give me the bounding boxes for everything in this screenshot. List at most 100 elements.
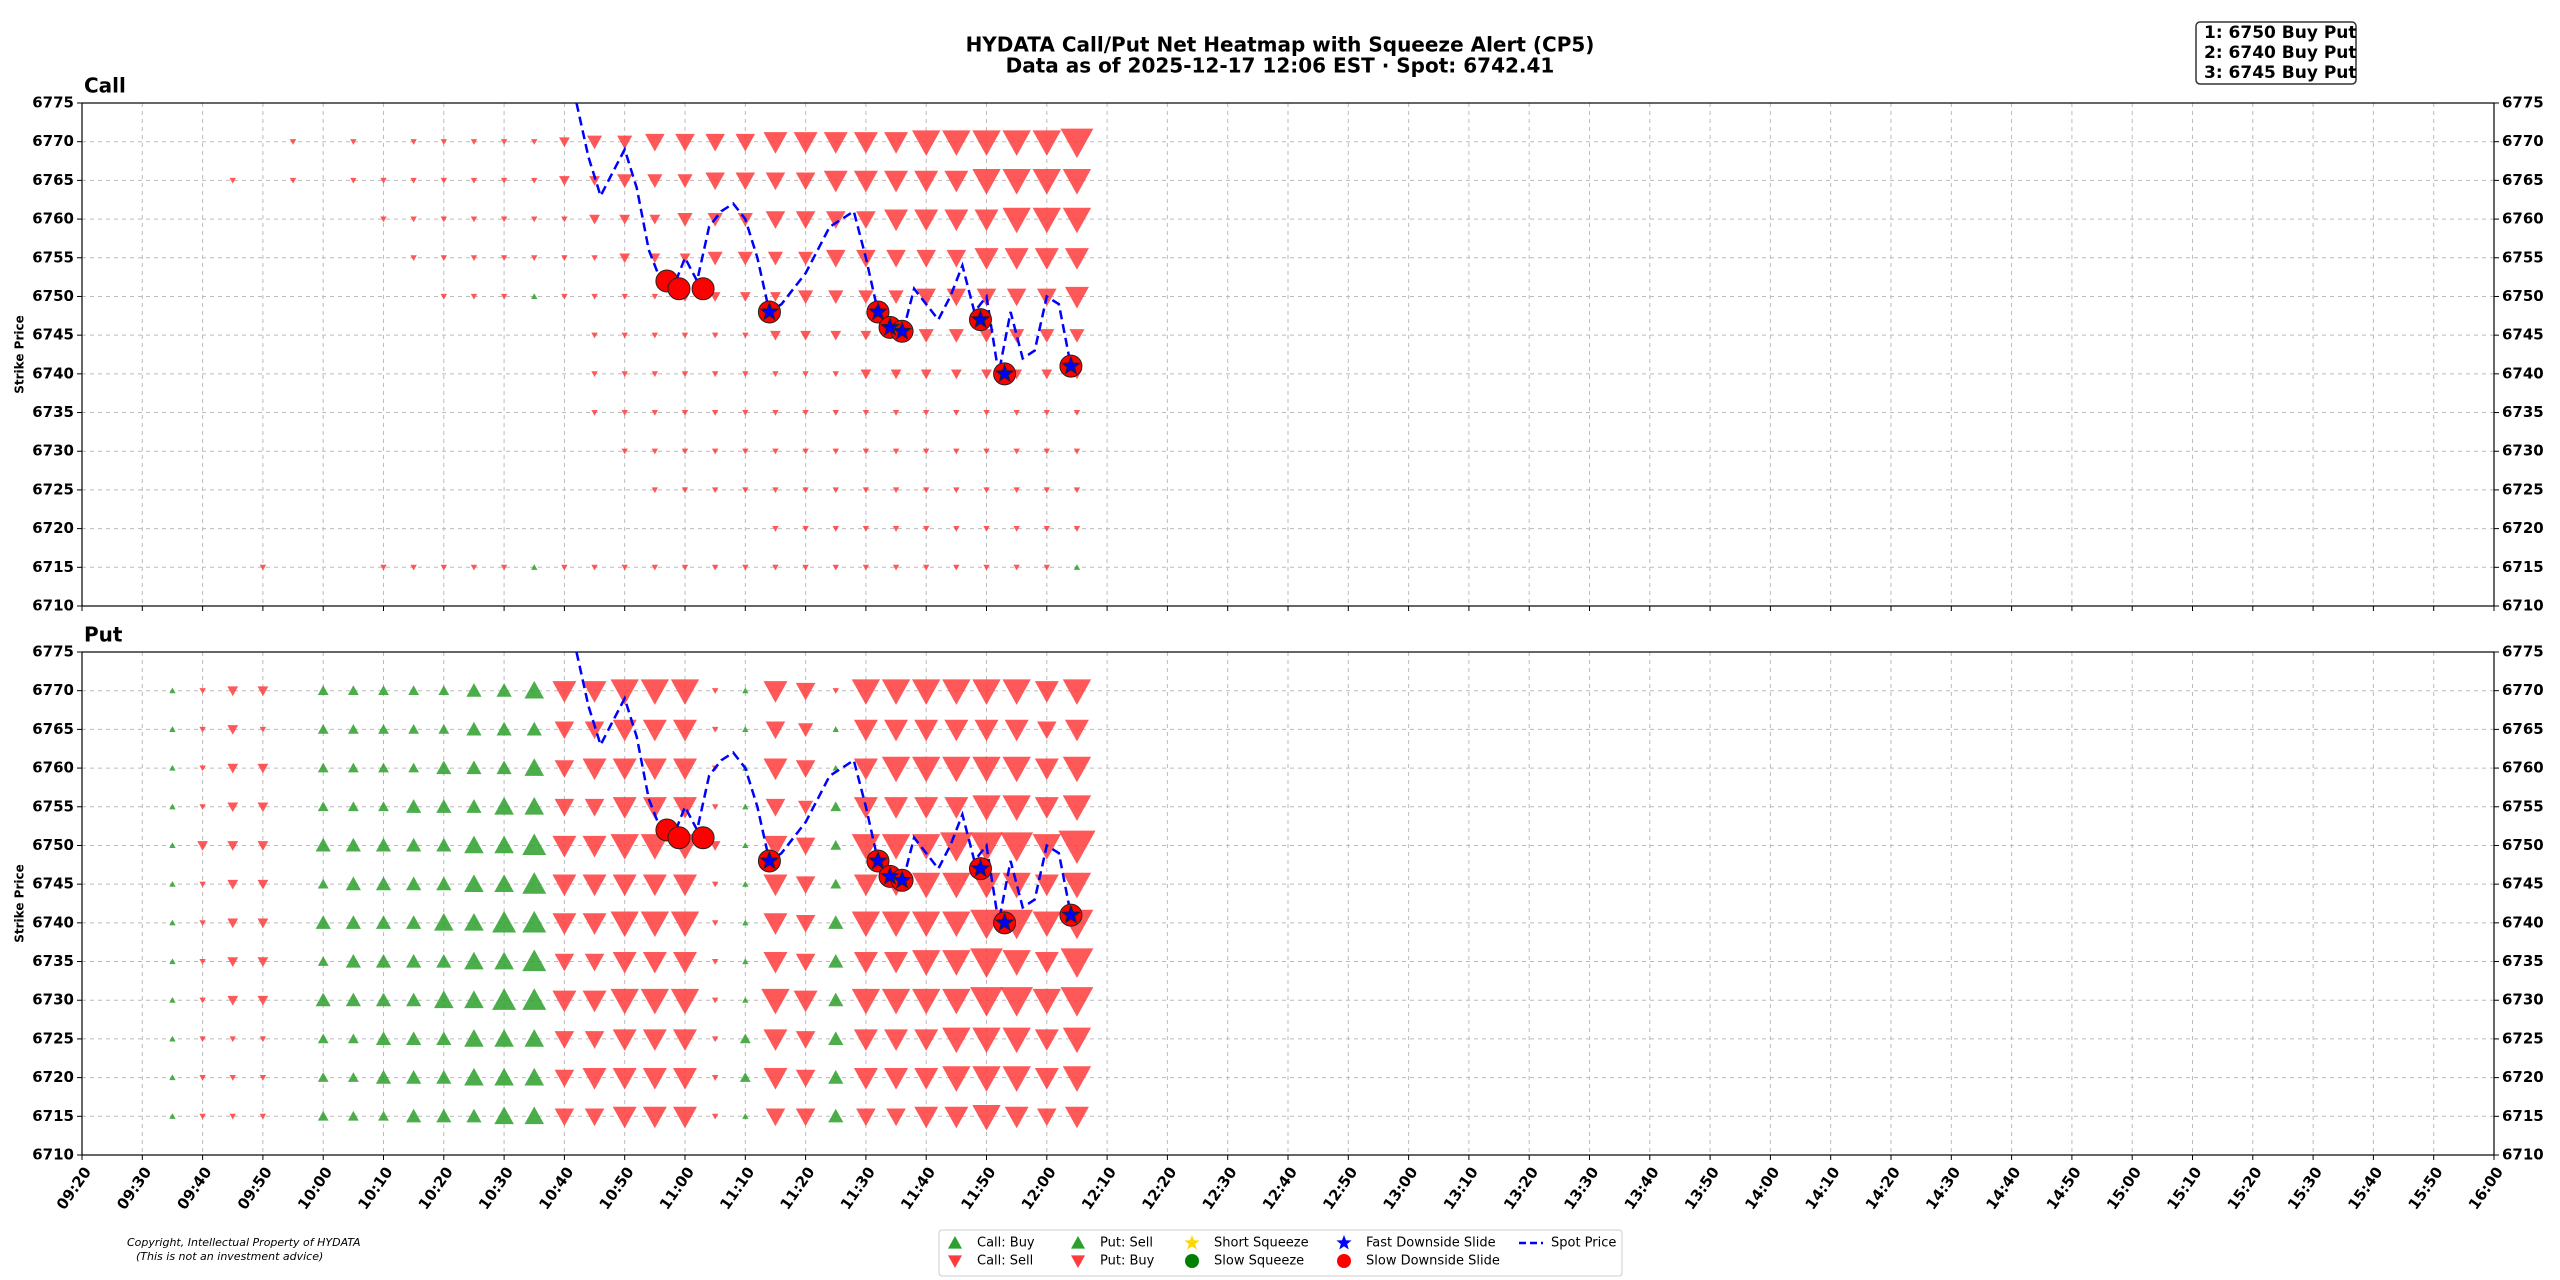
net-marker [642,719,667,742]
net-marker [522,833,547,856]
net-marker [828,953,844,968]
net-marker [881,756,911,783]
net-marker [972,795,1001,821]
net-marker [772,409,779,416]
net-marker [681,332,689,339]
y-tick-label: 6760 [2502,759,2544,777]
net-marker [315,992,331,1007]
net-marker [1034,758,1059,781]
net-marker [440,139,447,145]
net-marker [492,910,517,933]
net-marker [466,721,482,736]
x-tick-label: 15:50 [2405,1164,2447,1213]
net-marker [522,910,547,933]
net-marker [862,448,870,455]
net-marker [466,799,482,813]
net-marker [554,1031,575,1049]
net-marker [1058,830,1096,865]
net-marker [524,1029,545,1047]
net-marker [1034,248,1059,270]
net-marker [862,564,870,571]
net-marker [1032,207,1061,234]
net-marker [914,1068,939,1090]
net-marker [856,1108,876,1127]
net-marker [610,988,639,1015]
net-marker [953,526,960,532]
net-marker [406,992,422,1007]
net-marker [974,248,999,270]
alert-circle [691,277,715,301]
x-tick-label: 12:10 [1078,1164,1120,1213]
net-marker [681,487,689,494]
net-marker [257,957,269,967]
net-marker [1073,409,1081,416]
y-tick-label: 6745 [32,326,74,344]
net-marker [735,172,756,191]
net-marker [375,876,392,891]
net-marker [711,804,719,810]
net-marker [920,369,932,380]
net-marker [621,371,628,378]
net-marker [802,526,809,532]
net-marker [942,988,971,1015]
net-marker [1062,679,1092,705]
y-tick-label: 6735 [2502,952,2544,970]
net-marker [1006,288,1027,307]
net-marker [640,679,670,705]
y-tick-label: 6755 [2502,797,2544,815]
alert-star [970,858,991,878]
net-marker [582,990,607,1013]
x-tick-label: 10:20 [415,1164,457,1213]
net-marker [1032,130,1061,156]
plot-frame [81,102,2495,607]
net-marker [640,988,670,1015]
net-marker [406,953,422,968]
net-marker [705,133,725,152]
net-marker [670,988,700,1015]
net-marker [227,686,239,697]
net-marker [494,1106,514,1125]
net-marker [642,758,667,781]
y-tick-label: 6750 [2502,287,2544,305]
legend-marker [1337,1254,1351,1268]
net-marker [410,216,417,223]
net-marker [795,876,816,894]
net-marker [584,1031,605,1049]
y-tick-label: 6735 [32,403,74,421]
net-marker [408,723,420,734]
x-tick-label: 16:00 [2465,1164,2507,1213]
net-marker [739,1072,751,1082]
x-tick-label: 15:10 [2163,1164,2205,1213]
legend-label: Slow Squeeze [1214,1254,1304,1269]
net-marker [862,487,870,494]
net-marker [800,330,811,341]
net-marker [923,448,930,455]
net-marker [888,290,904,305]
x-tick-label: 12:30 [1199,1164,1241,1213]
net-marker [347,1072,359,1082]
y-tick-label: 6775 [2502,94,2544,112]
net-marker [972,756,1001,783]
net-marker [795,837,816,856]
net-marker [582,835,607,858]
net-marker [582,913,607,935]
net-marker [793,990,818,1013]
net-marker [494,1067,514,1086]
x-tick-label: 09:30 [113,1164,155,1213]
net-marker [942,911,971,938]
net-marker [763,874,788,897]
net-marker [378,1110,389,1121]
net-marker [494,1029,514,1047]
net-marker [832,764,839,771]
net-marker [742,487,749,494]
x-tick-label: 11:00 [656,1164,698,1213]
net-marker [584,953,605,972]
net-marker [651,409,659,416]
net-marker [673,1068,697,1090]
net-marker [761,988,790,1015]
net-marker [972,679,1001,705]
net-marker [1073,487,1081,494]
y-tick-label: 6775 [32,643,74,661]
net-marker [464,913,484,931]
net-marker [408,762,420,773]
